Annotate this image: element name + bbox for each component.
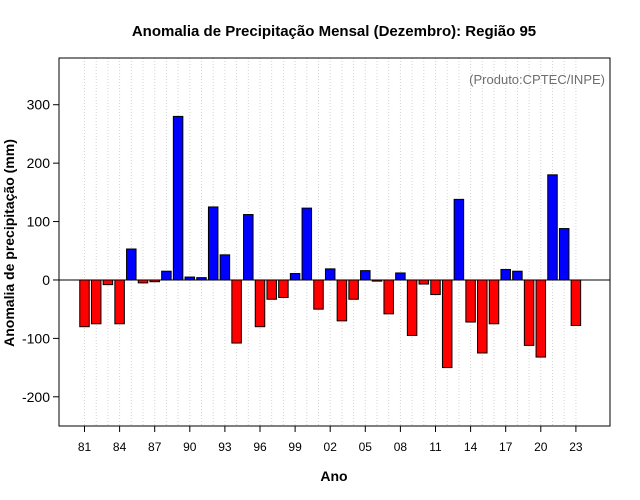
bar-2001: [313, 279, 324, 310]
bar-1982: [90, 279, 102, 325]
chart-title: Anomalia de Precipitação Mensal (Dezembr…: [132, 23, 536, 40]
bar-1985: [126, 248, 137, 281]
x-tick-label: 90: [183, 440, 197, 454]
y-axis: -200 -100 0 100 200 300: [22, 97, 59, 405]
y-tick-label: 0: [42, 272, 50, 288]
bar-2006: [371, 279, 383, 282]
bar-1984: [114, 279, 125, 325]
bar-2013: [453, 198, 465, 281]
bar-1988: [161, 270, 172, 281]
x-axis-title: Ano: [320, 468, 347, 484]
x-tick-label: 87: [148, 440, 162, 454]
x-tick-label: 14: [464, 440, 478, 454]
bar-2007: [383, 279, 394, 315]
bar-2009: [406, 279, 418, 336]
bar-2017: [500, 268, 511, 281]
bar-2012: [441, 279, 453, 369]
bar-2014: [465, 279, 476, 323]
x-tick-label: 99: [288, 440, 302, 454]
x-tick-label: 17: [499, 440, 513, 454]
x-axis: 81 84 87 90 93 96 99 02 05 08 11 14 17 20 23: [78, 426, 583, 454]
y-tick-label: -100: [22, 330, 50, 346]
bar-2003: [336, 279, 348, 322]
y-tick-label: -200: [22, 389, 50, 405]
y-tick-label: 200: [27, 155, 51, 171]
bar-2004: [348, 279, 359, 300]
bar-2019: [523, 279, 535, 346]
bar-2018: [512, 270, 523, 281]
bar-1999: [289, 273, 301, 281]
bar-1997: [266, 279, 277, 300]
x-tick-label: 11: [429, 440, 442, 454]
bar-1996: [254, 279, 266, 328]
x-tick-label: 93: [218, 440, 232, 454]
x-tick-label: 23: [569, 440, 583, 454]
bar-1983: [102, 279, 114, 286]
bar-2011: [430, 279, 441, 296]
x-tick-label: 05: [359, 440, 373, 454]
bar-1987: [149, 279, 160, 283]
y-tick-label: 300: [27, 97, 51, 113]
bar-2021: [547, 174, 558, 281]
bar-1981: [79, 279, 90, 328]
bar-2020: [535, 279, 547, 358]
plot-frame: [58, 57, 611, 427]
y-axis-title: Anomalia de precipitação (mm): [1, 139, 17, 347]
grid-lines: [84, 58, 577, 426]
bar-2008: [395, 272, 406, 281]
x-tick-label: 02: [324, 440, 338, 454]
bar-1989: [172, 115, 184, 281]
bars: [79, 115, 582, 369]
bar-1986: [137, 279, 149, 284]
bar-1990: [184, 276, 196, 281]
x-tick-label: 20: [534, 440, 548, 454]
bar-2005: [360, 270, 371, 281]
bar-1998: [278, 279, 289, 298]
y-tick-label: 100: [27, 214, 51, 230]
bar-1992: [207, 206, 219, 281]
bar-2002: [324, 268, 336, 281]
bar-1994: [231, 279, 242, 344]
chart-credit: (Produto:CPTEC/INPE): [469, 72, 605, 87]
bar-2010: [418, 279, 430, 285]
bar-2023: [570, 279, 582, 327]
x-tick-label: 81: [78, 440, 92, 454]
bar-2015: [477, 279, 488, 354]
bar-2000: [301, 207, 313, 281]
x-tick-label: 96: [253, 440, 267, 454]
bar-2022: [558, 228, 570, 281]
bar-1993: [219, 254, 231, 281]
bar-1995: [243, 214, 254, 281]
bar-2016: [488, 279, 500, 325]
x-tick-label: 84: [113, 440, 127, 454]
x-tick-label: 08: [394, 440, 408, 454]
bar-1991: [196, 277, 207, 281]
